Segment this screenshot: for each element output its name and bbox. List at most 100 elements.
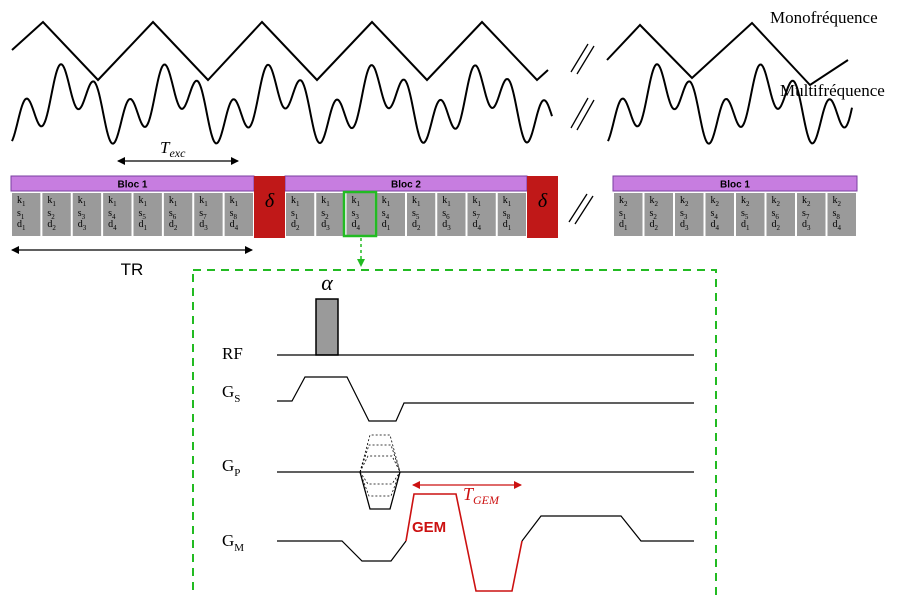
block-title: Bloc 2	[391, 180, 421, 191]
cell-s: s3	[352, 208, 360, 221]
block-cell	[467, 193, 496, 236]
highlighted-cell	[342, 190, 378, 238]
delta-label-2: δ	[538, 190, 548, 212]
block-cell	[286, 193, 315, 236]
cell-k: k2	[772, 195, 781, 208]
cell-s: s4	[108, 208, 116, 221]
block-cell	[376, 193, 405, 236]
cell-d: d4	[833, 219, 842, 232]
cell-s: s6	[169, 208, 177, 221]
mono-wave-right	[606, 21, 849, 87]
cell-d: d2	[47, 219, 56, 232]
cell-d: d2	[650, 219, 659, 232]
block-cell	[103, 193, 132, 236]
gs-waveform	[277, 376, 694, 422]
cell-s: s3	[680, 208, 688, 221]
cell-s: s5	[741, 208, 749, 221]
cell-d: d3	[680, 219, 689, 232]
delta-label-1: δ	[265, 190, 275, 212]
cell-k: k1	[442, 195, 451, 208]
block-cell	[827, 193, 856, 236]
cell-d: d3	[802, 219, 811, 232]
cell-k: k1	[139, 195, 148, 208]
cell-d: d1	[382, 219, 391, 232]
cell-d: d1	[139, 219, 148, 232]
cell-k: k1	[503, 195, 512, 208]
cell-d: d1	[503, 219, 512, 232]
block-cell	[736, 193, 765, 236]
cell-d: d2	[291, 219, 300, 232]
block-cell	[194, 193, 223, 236]
block-cell	[766, 193, 795, 236]
block-3: Bloc 1k2s1d1k2s2d2k2s3d3k2s4d4k2s5d1k2s6…	[612, 175, 858, 236]
cell-s: s5	[412, 208, 420, 221]
cell-s: s8	[230, 208, 238, 221]
gm-label: GM	[222, 531, 244, 554]
block-title: Bloc 1	[117, 180, 147, 191]
cell-d: d3	[321, 219, 330, 232]
block-cell	[42, 193, 71, 236]
cell-k: k1	[199, 195, 208, 208]
cell-d: d3	[199, 219, 208, 232]
cell-s: s7	[802, 208, 810, 221]
break-mark-bottom	[568, 193, 594, 225]
cell-d: d4	[230, 219, 239, 232]
delta-bar-1	[254, 176, 285, 238]
cell-s: s7	[473, 208, 481, 221]
cell-s: s6	[442, 208, 450, 221]
cell-d: d1	[741, 219, 750, 232]
cell-s: s1	[17, 208, 25, 221]
cell-d: d2	[169, 219, 178, 232]
cell-d: d1	[17, 219, 26, 232]
cell-s: s8	[503, 208, 511, 221]
cell-s: s4	[711, 208, 719, 221]
cell-s: s2	[650, 208, 658, 221]
rf-pulse	[315, 298, 339, 356]
cell-d: d4	[711, 219, 720, 232]
block-cell	[163, 193, 193, 236]
gs-label: GS	[222, 382, 240, 405]
break-mark-top	[570, 43, 595, 75]
cell-d: d1	[619, 219, 628, 232]
cell-k: k2	[650, 195, 659, 208]
cell-d: d2	[412, 219, 421, 232]
multi-label: Multifréquence	[780, 81, 885, 100]
block-cell	[12, 193, 41, 236]
block-cell	[614, 193, 643, 236]
cell-s: s6	[772, 208, 780, 221]
cell-s: s2	[321, 208, 329, 221]
zoom-box	[192, 269, 717, 595]
t-exc-label: Texc	[160, 138, 186, 160]
block-title: Bloc 1	[720, 180, 750, 191]
gp-phase-encode-min	[359, 471, 401, 510]
cell-k: k1	[412, 195, 421, 208]
cell-d: d4	[108, 219, 117, 232]
cell-s: s5	[139, 208, 147, 221]
tr-label: TR	[121, 260, 144, 279]
cell-d: d2	[772, 219, 781, 232]
cell-d: d4	[352, 219, 361, 232]
block-cell	[346, 193, 375, 236]
multi-wave-right	[607, 63, 853, 145]
cell-k: k1	[78, 195, 87, 208]
mono-label: Monofréquence	[770, 8, 878, 27]
cell-k: k2	[833, 195, 842, 208]
cell-k: k2	[680, 195, 689, 208]
cell-s: s1	[291, 208, 299, 221]
block-2: Bloc 2k1s1d2k1s2d3k1s3d4k1s4d1k1s5d2k1s6…	[284, 175, 528, 236]
cell-s: s4	[382, 208, 390, 221]
gm-waveform-start	[277, 540, 407, 562]
block-cell	[72, 193, 102, 236]
cell-k: k2	[802, 195, 811, 208]
block-1: Bloc 1k1s1d1k1s2d2k1s3d3k1s4d4k1s5d1k1s6…	[10, 175, 255, 236]
cell-k: k1	[291, 195, 300, 208]
multi-wave-left	[11, 63, 553, 145]
block-cell	[407, 193, 436, 236]
alpha-label: α	[321, 270, 333, 295]
cell-s: s8	[833, 208, 841, 221]
cell-d: d3	[78, 219, 87, 232]
cell-s: s2	[47, 208, 55, 221]
mono-wave-left	[11, 20, 549, 82]
block-cell	[133, 193, 162, 236]
